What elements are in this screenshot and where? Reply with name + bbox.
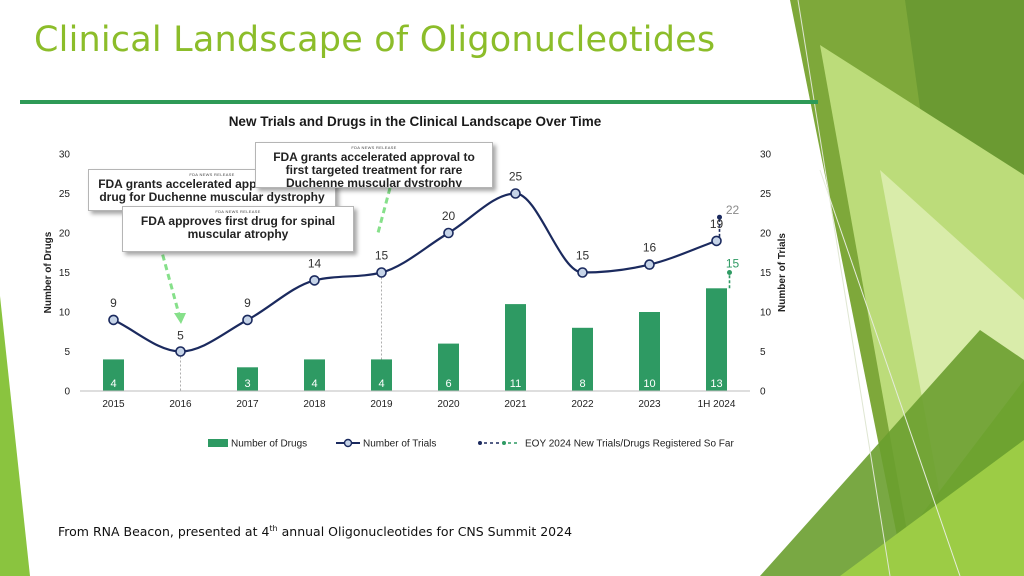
left-axis-tick: 25 — [59, 189, 71, 200]
callout-text: FDA grants accelerated approval to first… — [273, 150, 475, 188]
left-axis-tick: 30 — [59, 150, 71, 161]
x-axis-tick: 2017 — [236, 399, 259, 410]
trial-value-label: 16 — [643, 241, 657, 255]
right-axis-tick: 30 — [760, 150, 772, 161]
x-axis-tick: 2016 — [169, 399, 192, 410]
left-axis-tick: 5 — [64, 347, 70, 358]
bar-value-label: 4 — [110, 378, 116, 390]
bar-value-label: 13 — [710, 378, 722, 390]
bar-drugs — [103, 359, 124, 391]
trial-value-label: 19 — [710, 217, 724, 231]
bar-value-label: 8 — [579, 378, 585, 390]
right-axis-tick: 15 — [760, 268, 772, 279]
trial-value-label: 5 — [177, 329, 184, 343]
bar-drugs — [706, 288, 727, 391]
callout-tag: FDA NEWS RELEASE — [351, 145, 397, 150]
eoy-drugs-point — [727, 270, 732, 275]
right-axis-tick: 5 — [760, 347, 766, 358]
bar-drugs — [237, 367, 258, 391]
eoy-trials-point — [717, 214, 722, 220]
callout-tag: FDA NEWS RELEASE — [215, 209, 261, 214]
trial-value-label: 25 — [509, 170, 523, 184]
bar-drugs — [438, 343, 459, 391]
x-axis-tick: 2019 — [370, 399, 393, 410]
line-trials-point — [510, 188, 521, 199]
callout-arrow-head — [174, 313, 186, 324]
trial-value-label: 9 — [244, 296, 251, 310]
title-divider — [20, 100, 818, 104]
line-trials-point — [577, 267, 588, 278]
callout-arrow — [376, 187, 392, 234]
left-axis-tick: 20 — [59, 229, 71, 240]
legend-eoy-dot — [478, 441, 482, 445]
footnote-superscript: th — [269, 524, 278, 533]
trial-value-label: 9 — [110, 296, 117, 310]
left-axis-label: Number of Drugs — [43, 231, 54, 313]
footnote-text-end: annual Oligonucleotides for CNS Summit 2… — [277, 524, 573, 540]
callout-text: FDA approves first drug for spinal muscu… — [140, 214, 336, 241]
bar-drugs — [371, 359, 392, 391]
x-axis-tick: 2021 — [504, 399, 527, 410]
x-axis-tick: 2020 — [437, 399, 460, 410]
line-trials-point — [242, 314, 253, 326]
line-trials-point — [443, 227, 454, 239]
left-axis-tick: 0 — [64, 387, 70, 398]
trial-value-label: 14 — [308, 256, 322, 270]
bar-value-label: 6 — [445, 378, 451, 390]
eoy-drugs-label: 15 — [726, 257, 740, 271]
trials-drugs-chart: New Trials and Drugs in the Clinical Lan… — [43, 114, 788, 450]
line-trials-point — [711, 235, 722, 247]
footnote-text: From RNA Beacon, presented at 4 — [58, 524, 270, 540]
legend-drugs-label: Number of Drugs — [231, 439, 307, 450]
x-axis-tick: 2015 — [102, 399, 125, 410]
deco-shape — [840, 440, 1024, 576]
eoy-trials-label: 22 — [726, 203, 740, 217]
deco-shape — [0, 296, 30, 576]
x-axis-tick: 2018 — [303, 399, 326, 410]
bar-drugs — [304, 359, 325, 391]
deco-line — [819, 169, 961, 576]
deco-line — [797, 0, 891, 576]
x-axis-tick: 2022 — [571, 399, 594, 410]
legend-eoy-dot — [502, 441, 506, 445]
right-axis-tick: 25 — [760, 189, 772, 200]
bar-drugs — [572, 327, 593, 391]
bar-value-label: 11 — [510, 378, 521, 390]
right-axis-tick: 0 — [760, 387, 766, 398]
left-axis-tick: 10 — [59, 308, 71, 319]
x-axis-tick: 2023 — [638, 399, 661, 410]
legend-drugs-swatch — [208, 439, 228, 447]
callout-tag: FDA NEWS RELEASE — [189, 172, 235, 177]
legend-eoy-label: EOY 2024 New Trials/Drugs Registered So … — [525, 439, 734, 450]
bar-value-label: 4 — [311, 378, 317, 390]
trial-value-label: 20 — [442, 209, 456, 223]
trial-value-label: 15 — [576, 249, 590, 263]
line-trials-point — [175, 346, 186, 357]
source-footnote: From RNA Beacon, presented at 4th annual… — [58, 524, 572, 539]
right-axis-label: Number of Trials — [777, 233, 788, 312]
callout-duchenne-targeted: FDA NEWS RELEASE FDA grants accelerated … — [255, 142, 493, 188]
bar-drugs — [505, 304, 526, 391]
right-axis-tick: 10 — [760, 308, 772, 319]
left-axis-tick: 15 — [59, 268, 71, 279]
bar-drugs — [639, 312, 660, 391]
right-axis-tick: 20 — [760, 229, 772, 240]
bar-value-label: 10 — [643, 378, 655, 390]
bar-value-label: 4 — [378, 378, 384, 390]
trial-value-label: 15 — [375, 249, 389, 263]
callout-sma: FDA NEWS RELEASE FDA approves first drug… — [122, 206, 354, 252]
line-trials-point — [644, 259, 655, 270]
callout-arrow — [158, 244, 182, 319]
line-trials-point — [309, 275, 320, 286]
legend-trials-marker — [343, 438, 353, 448]
line-trials-point — [376, 267, 387, 278]
x-axis-tick: 1H 2024 — [698, 399, 736, 410]
line-trials-point — [108, 314, 119, 326]
slide-title: Clinical Landscape of Oligonucleotides — [34, 20, 716, 60]
chart-title: New Trials and Drugs in the Clinical Lan… — [229, 114, 602, 129]
legend-trials-label: Number of Trials — [363, 439, 436, 450]
line-trials — [113, 192, 717, 353]
bar-value-label: 3 — [244, 378, 250, 390]
